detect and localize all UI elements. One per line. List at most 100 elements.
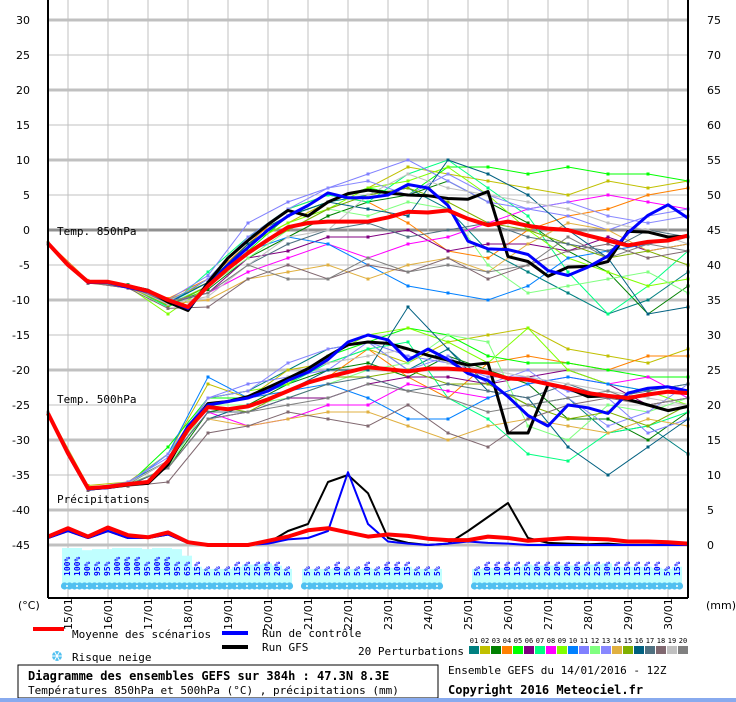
snow-risk-fill [412,568,422,584]
series-500-member-13-point [246,389,250,393]
series-850-member-08-point [246,270,250,274]
series-500-member-05-point [526,361,530,365]
series-850-member-08-point [446,235,450,239]
snow-risk-fill [642,566,652,584]
snowflake-bead-center [206,585,208,587]
snowflake-bead-icon [510,582,519,590]
series-500-member-18-point [206,431,210,435]
snowflake-bead-center [596,585,598,587]
series-850-member-14-point [406,263,410,267]
series-500-member-02-point [646,361,650,365]
snow-risk-fill [232,566,242,584]
series-850-member-07-point [366,200,370,204]
x-date-label: 25/01 [462,598,475,630]
series-850-mean [46,208,689,309]
snowflake-bead-center [136,585,138,587]
series-850-member-07-point [206,270,210,274]
legend-control-label: Run de contrôle [262,627,361,640]
snow-risk-label: 5% [213,566,222,576]
legend-perturbation-id: 02 [481,637,489,645]
series-500-member-11-point [566,389,570,393]
snowflake-bead-icon [335,582,344,590]
snow-risk-label: 100% [133,557,142,576]
series-850-member-11-point [566,214,570,218]
legend-perturbation-id: 12 [591,637,599,645]
snow-risk-fill [212,568,222,584]
bottom-strip [0,698,736,702]
series-850-member-11-point [366,172,370,176]
snowflake-bead-icon [675,582,684,590]
series-850-member-13-point [446,172,450,176]
snowflake-bead-icon [90,582,99,590]
legend-perturbation-id: 06 [525,637,533,645]
snow-risk-fill [522,564,532,584]
series-850-member-13-point [526,207,530,211]
series-850-member-15-point [646,249,650,253]
snow-risk-fill [652,567,662,584]
series-850-member-18-point [246,277,250,281]
snowflake-bead-icon [585,582,594,590]
series-850-member-20-point [606,256,610,260]
snowflake-bead-icon [310,582,319,590]
series-850-member-15-point [406,186,410,190]
snowflake-bead-icon [165,582,174,590]
series-500-member-19-point [566,382,570,386]
snowflake-bead-icon [565,582,574,590]
series-500-member-10-point [606,382,610,386]
series-500-member-09-point [526,326,530,330]
series-850-member-14-point [366,277,370,281]
snow-risk-label: 25% [593,561,602,576]
snowflake-bead-icon [590,582,599,590]
snowflake-bead-center [306,585,308,587]
x-date-label: 28/01 [582,598,595,630]
series-500-member-14-point [286,417,290,421]
snow-risk-fill [182,555,192,584]
legend-snow-label: Risque neige [72,651,151,664]
series-850-member-06-point [406,228,410,232]
snowflake-bead-icon [505,582,514,590]
series-500-member-14-point [406,424,410,428]
series-850-member-20-point [366,256,370,260]
series-850-member-17-point [526,235,530,239]
snow-risk-fill [472,568,482,584]
series-500-member-19-point [526,375,530,379]
snow-risk-label: 5% [283,566,292,576]
snow-risk-label: 20% [553,561,562,576]
series-850-member-02-point [566,193,570,197]
snowflake-bead-center [646,585,648,587]
snowflake-bead-icon [570,582,579,590]
series-500-member-09-point [566,368,570,372]
snowflake-bead-center [106,585,108,587]
series-850-member-11-point [406,158,410,162]
snowflake-bead-icon [555,582,564,590]
series-850-member-13-point [606,214,610,218]
snowflake-bead-icon [180,582,189,590]
snowflake-bead-icon [235,582,244,590]
snow-risk-label: 95% [93,561,102,576]
snow-risk-fill [552,565,562,584]
snowflake-bead-icon [405,582,414,590]
snow-risk-fill [492,567,502,584]
copyright: Copyright 2016 Meteociel.fr [448,683,643,697]
snow-risk-label: 15% [193,561,202,576]
series-500-member-14-point [366,410,370,414]
series-850-member-11-point [246,221,250,225]
snow-risk-label: 5% [303,566,312,576]
snowflake-bead-icon [645,582,654,590]
series-500-member-14-point [486,424,490,428]
series-500-member-20-point [526,403,530,407]
series-500-member-16-point [446,347,450,351]
snowflake-bead-center [226,585,228,587]
snowflake-bead-center [116,585,118,587]
series-500-member-14-point [646,417,650,421]
series-850-member-16-point [446,158,450,162]
series-500-member-14-point [606,431,610,435]
series-500-member-20-point [606,389,610,393]
snowflake-bead-center [336,585,338,587]
series-500-member-08-point [646,375,650,379]
snowflake-bead-center [356,585,358,587]
legend-perturbation-id: 16 [635,637,643,645]
x-date-label: 29/01 [622,598,635,630]
right-axis-tick-label: 65 [707,84,721,97]
series-850-member-19-point [406,172,410,176]
